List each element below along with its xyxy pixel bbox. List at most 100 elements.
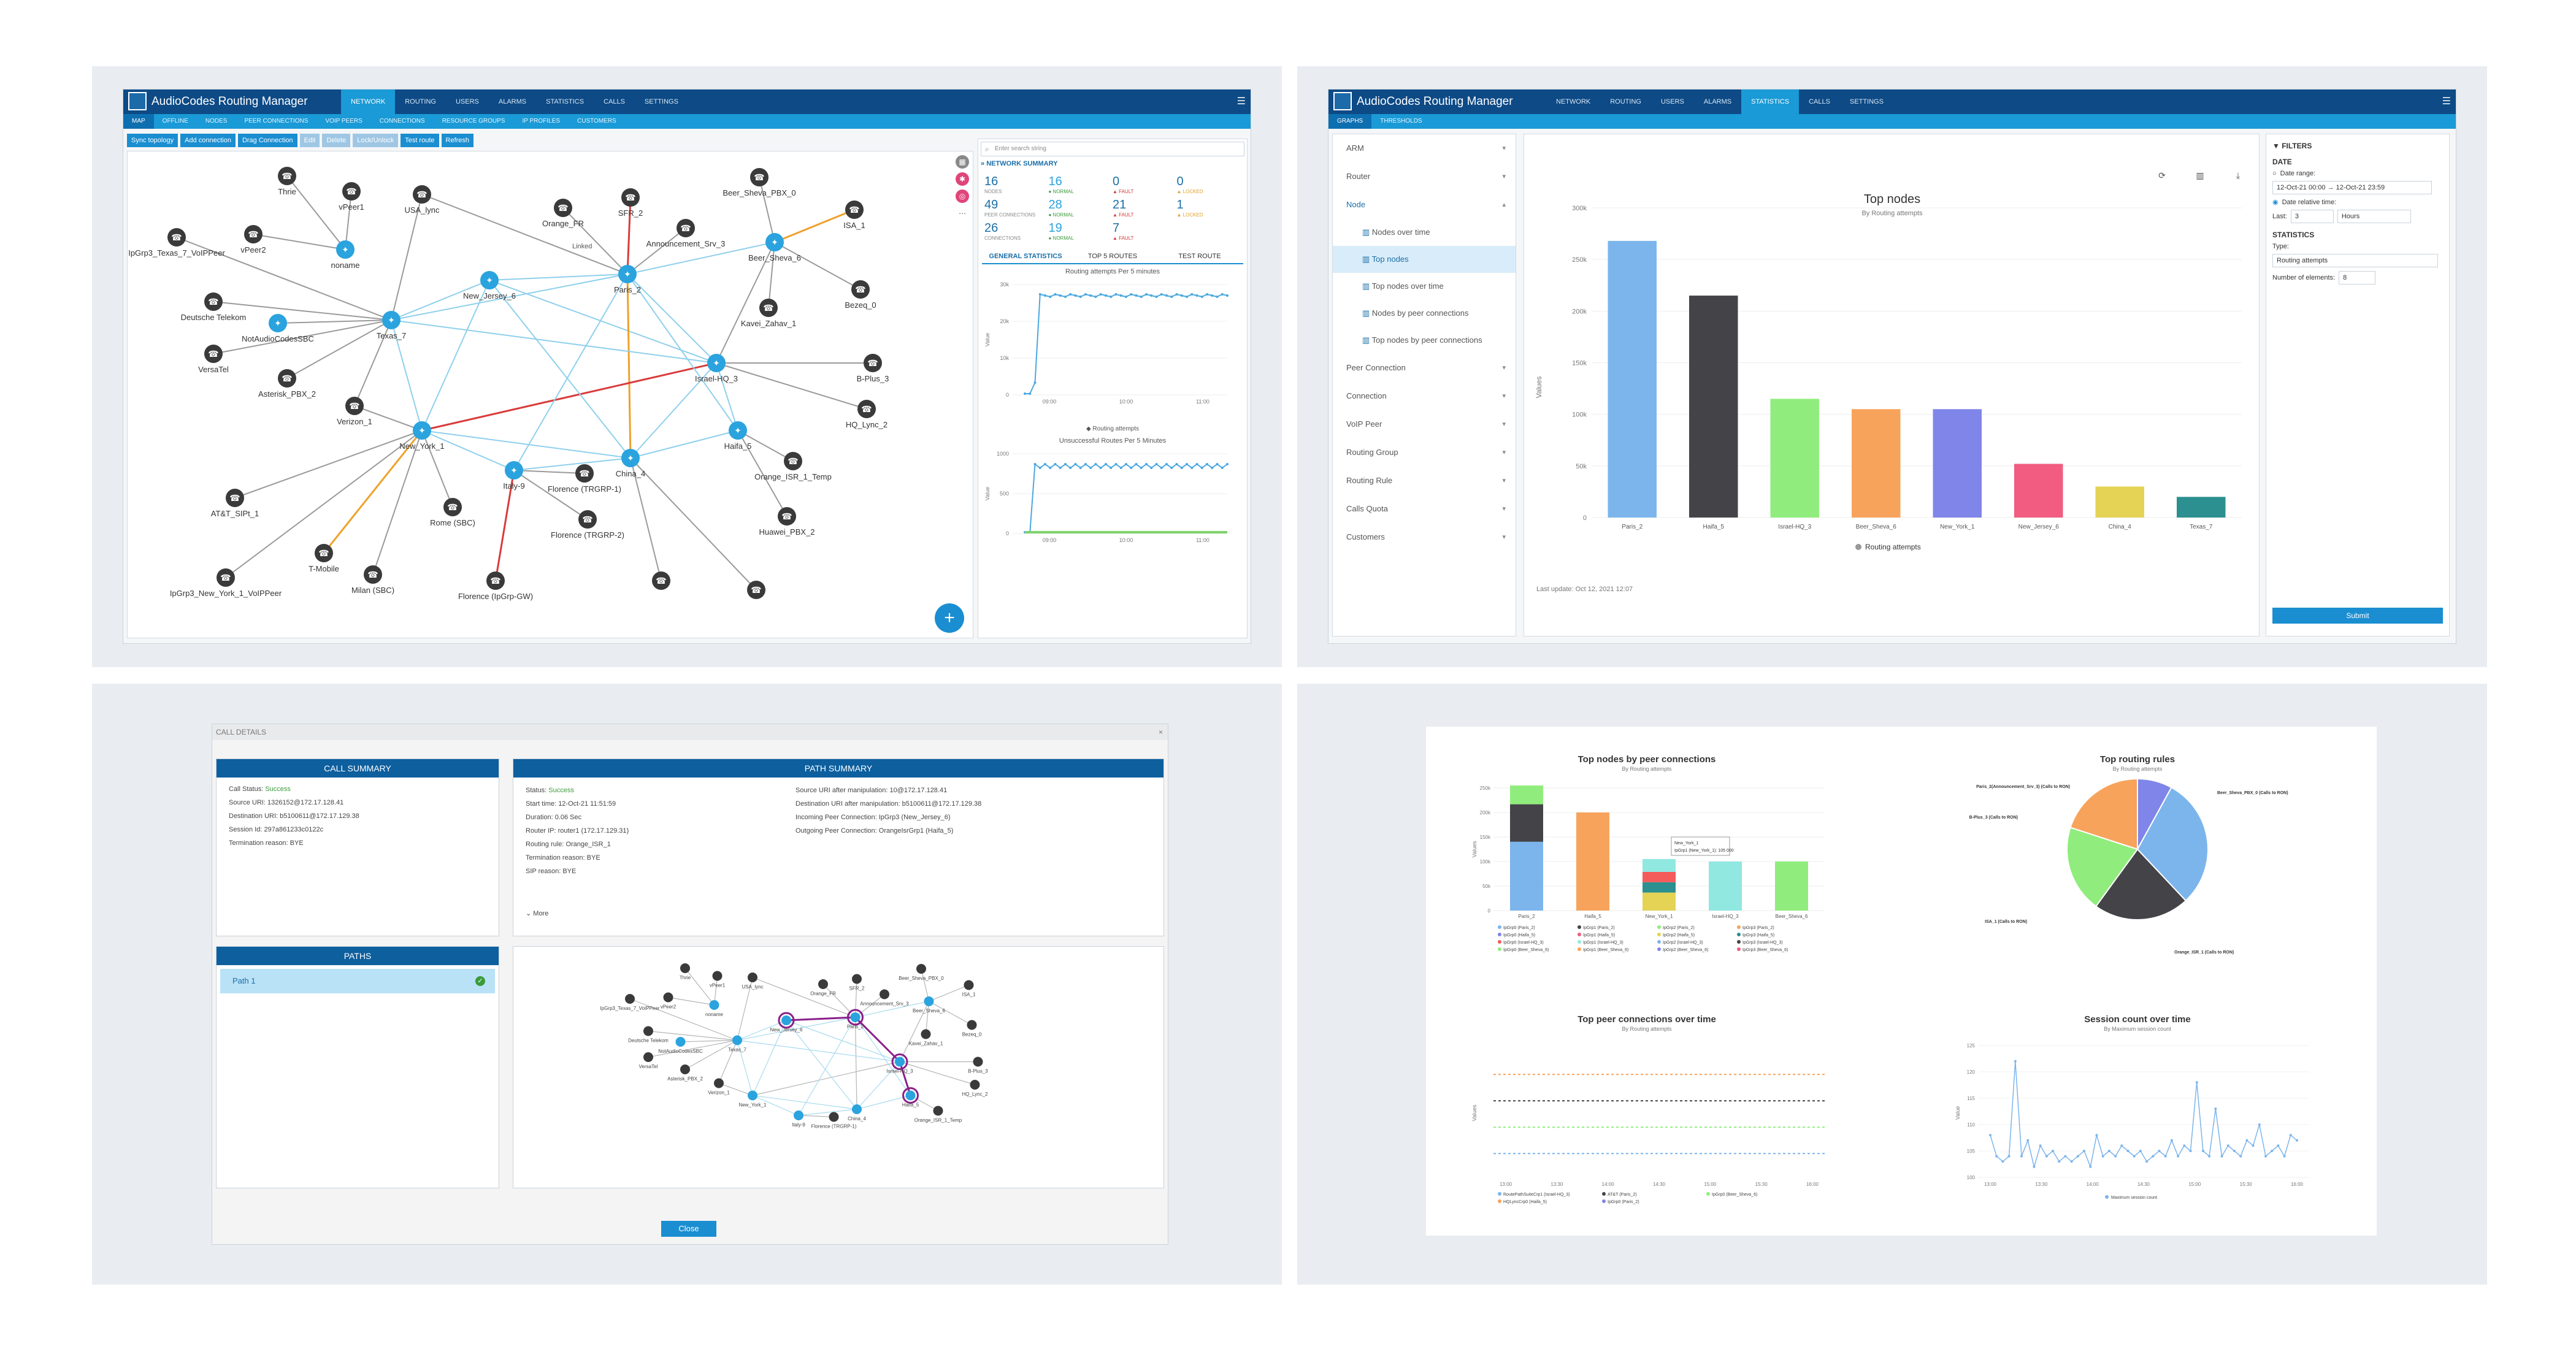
grid-icon[interactable]: ▦ <box>956 155 969 169</box>
last-value-input[interactable]: 3 <box>2290 210 2334 223</box>
tab-users[interactable]: USERS <box>455 98 479 105</box>
type-select[interactable]: Routing attempts <box>2272 254 2438 267</box>
add-fab-button[interactable]: + <box>935 603 964 633</box>
nav-item-top-nodes[interactable]: ▥ Top nodes <box>1333 246 1516 273</box>
series-point <box>1094 463 1097 465</box>
drag-connection-button[interactable]: Drag Connection <box>237 134 297 147</box>
subtab-peer-connections[interactable]: PEER CONNECTIONS <box>244 118 309 124</box>
last-unit-select[interactable]: Hours <box>2337 210 2411 223</box>
tab-calls[interactable]: CALLS <box>1809 98 1830 105</box>
radio-selected-icon[interactable]: ◉ <box>2272 199 2279 206</box>
map-edge-usa_lync-texas7 <box>391 194 423 321</box>
hamburger-menu-icon[interactable]: ☰ <box>2442 96 2451 107</box>
map-node-label: Milan (SBC) <box>351 586 395 595</box>
session-point <box>2177 1155 2180 1158</box>
tab-statistics[interactable]: STATISTICS <box>1741 90 1800 114</box>
tab-statistics[interactable]: STATISTICS <box>546 98 585 105</box>
nav-item-node[interactable]: Node ▴ <box>1333 191 1516 219</box>
radio-icon[interactable]: ○ <box>2272 170 2277 177</box>
date-range-row[interactable]: ○ Date range: <box>2272 170 2443 177</box>
nav-item-nodes-by-peer-connections[interactable]: ▥ Nodes by peer connections <box>1333 300 1516 327</box>
summary-stat-0-1[interactable]: 16 ● NORMAL <box>1049 175 1113 194</box>
tab-settings[interactable]: SETTINGS <box>1849 98 1884 105</box>
nav-item-peer-connection[interactable]: Peer Connection ▾ <box>1333 354 1516 382</box>
tab-alarms[interactable]: ALARMS <box>498 98 527 105</box>
tab-calls[interactable]: CALLS <box>604 98 625 105</box>
mini-node-usa_lync <box>748 973 757 982</box>
x-tick-label: 15:30 <box>2240 1182 2253 1187</box>
nav-item-top-nodes-by-peer-connections[interactable]: ▥ Top nodes by peer connections <box>1333 327 1516 354</box>
summary-stat-0-0[interactable]: 16 NODES <box>984 175 1049 194</box>
nav-item-routing-group[interactable]: Routing Group ▾ <box>1333 438 1516 467</box>
edit-button[interactable]: Edit <box>299 134 320 147</box>
gear-icon[interactable]: ✱ <box>956 172 969 186</box>
test-route-button[interactable]: Test route <box>401 134 439 147</box>
legend-label: IpGrp0 (Beer_Sheva_6) <box>1503 948 1549 952</box>
subtab-resource-groups[interactable]: RESOURCE GROUPS <box>442 118 505 124</box>
tab-routing[interactable]: ROUTING <box>405 98 436 105</box>
more-link[interactable]: ⌄ More <box>526 910 549 917</box>
summary-stat-0-3[interactable]: 0 ▲ LOCKED <box>1177 175 1241 194</box>
more-icon[interactable]: ⋯ <box>956 207 969 220</box>
subtab-map[interactable]: MAP <box>123 114 154 129</box>
summary-stat-1-1[interactable]: 28 ● NORMAL <box>1049 198 1113 218</box>
nav-item-routing-rule[interactable]: Routing Rule ▾ <box>1333 467 1516 495</box>
date-relative-row[interactable]: ◉ Date relative time: <box>2272 198 2443 207</box>
search-input[interactable]: ⌕ Enter search string <box>981 142 1244 156</box>
bar-Texas_7 <box>2177 497 2226 518</box>
summary-stat-0-2[interactable]: 0 ▲ FAULT <box>1113 175 1177 194</box>
subtab-ip-profiles[interactable]: IP PROFILES <box>522 118 560 124</box>
close-icon[interactable]: × <box>1158 728 1163 736</box>
tab-routing[interactable]: ROUTING <box>1610 98 1641 105</box>
delete-button[interactable]: Delete <box>322 134 351 147</box>
nav-item-connection[interactable]: Connection ▾ <box>1333 382 1516 410</box>
summary-stat-2-1[interactable]: 19 ● NORMAL <box>1049 221 1113 241</box>
num-elements-input[interactable]: 8 <box>2339 271 2376 285</box>
hamburger-menu-icon[interactable]: ☰ <box>1236 96 1246 107</box>
summary-stat-2-3[interactable] <box>1177 221 1241 241</box>
mini-node-beer_sheva6 <box>924 996 934 1006</box>
series-point <box>1033 463 1037 465</box>
network-map-canvas[interactable]: Linked ▦ ✱ ◎ ⋯ + ☎ Thrie ☎ vPeer1 ☎ USA_lync ☎… <box>127 151 973 638</box>
path-map-box[interactable]: Thrie vPeer1 USA_lync Orange_FR SFR_2 Beer_Sh… <box>513 946 1164 1188</box>
nav-item-nodes-over-time[interactable]: ▥ Nodes over time <box>1333 219 1516 246</box>
nav-item-router[interactable]: Router ▾ <box>1333 162 1516 191</box>
nav-item-arm[interactable]: ARM ▾ <box>1333 134 1516 162</box>
subtab-graphs[interactable]: GRAPHS <box>1328 114 1372 129</box>
tab-network[interactable]: NETWORK <box>341 90 396 114</box>
tab-top-5-routes[interactable]: TOP 5 ROUTES <box>1087 253 1138 260</box>
summary-stat-1-2[interactable]: 21 ▲ FAULT <box>1113 198 1177 218</box>
subtab-customers[interactable]: CUSTOMERS <box>577 118 616 124</box>
pie-label: Orange_ISR_1 (Calls to RON) <box>2174 950 2234 955</box>
nav-item-top-nodes-over-time[interactable]: ▥ Top nodes over time <box>1333 273 1516 300</box>
target-icon[interactable]: ◎ <box>956 189 969 203</box>
date-range-field[interactable]: 12-Oct-21 00:00 → 12-Oct-21 23:59 <box>2272 181 2432 194</box>
nav-item-calls-quota[interactable]: Calls Quota ▾ <box>1333 495 1516 523</box>
subtab-nodes[interactable]: NODES <box>205 118 228 124</box>
subtab-thresholds[interactable]: THRESHOLDS <box>1380 118 1422 124</box>
subtab-offline[interactable]: OFFLINE <box>162 118 188 124</box>
lock-unlock-button[interactable]: Lock/Unlock <box>353 134 399 147</box>
close-button[interactable]: Close <box>661 1221 716 1237</box>
summary-stat-1-3[interactable]: 1 ▲ LOCKED <box>1177 198 1241 218</box>
summary-stat-2-2[interactable]: 7 ▲ FAULT <box>1113 221 1177 241</box>
tab-users[interactable]: USERS <box>1660 98 1684 105</box>
nav-item-customers[interactable]: Customers ▾ <box>1333 523 1516 551</box>
nav-item-voip-peer[interactable]: VoIP Peer ▾ <box>1333 410 1516 438</box>
submit-button[interactable]: Submit <box>2272 608 2443 624</box>
tab-general-statistics[interactable]: GENERAL STATISTICS <box>989 253 1062 260</box>
subtab-connections[interactable]: CONNECTIONS <box>379 118 425 124</box>
session-point <box>2120 1144 2123 1147</box>
subtab-voip-peers[interactable]: VOIP PEERS <box>325 118 362 124</box>
summary-stat-2-0[interactable]: 26 CONNECTIONS <box>984 221 1049 241</box>
path-1-row[interactable]: Path 1 ✓ <box>220 969 495 993</box>
add-connection-button[interactable]: Add connection <box>180 134 236 147</box>
summary-stat-1-0[interactable]: 49 PEER CONNECTIONS <box>984 198 1049 218</box>
tab-settings[interactable]: SETTINGS <box>644 98 678 105</box>
tab-test-route[interactable]: TEST ROUTE <box>1178 253 1221 260</box>
tab-network[interactable]: NETWORK <box>1556 98 1591 105</box>
sync-topology-button[interactable]: Sync topology <box>127 134 178 147</box>
tab-alarms[interactable]: ALARMS <box>1703 98 1732 105</box>
refresh-button[interactable]: Refresh <box>441 134 474 147</box>
mini-node-new_jersey6 <box>781 1015 791 1025</box>
